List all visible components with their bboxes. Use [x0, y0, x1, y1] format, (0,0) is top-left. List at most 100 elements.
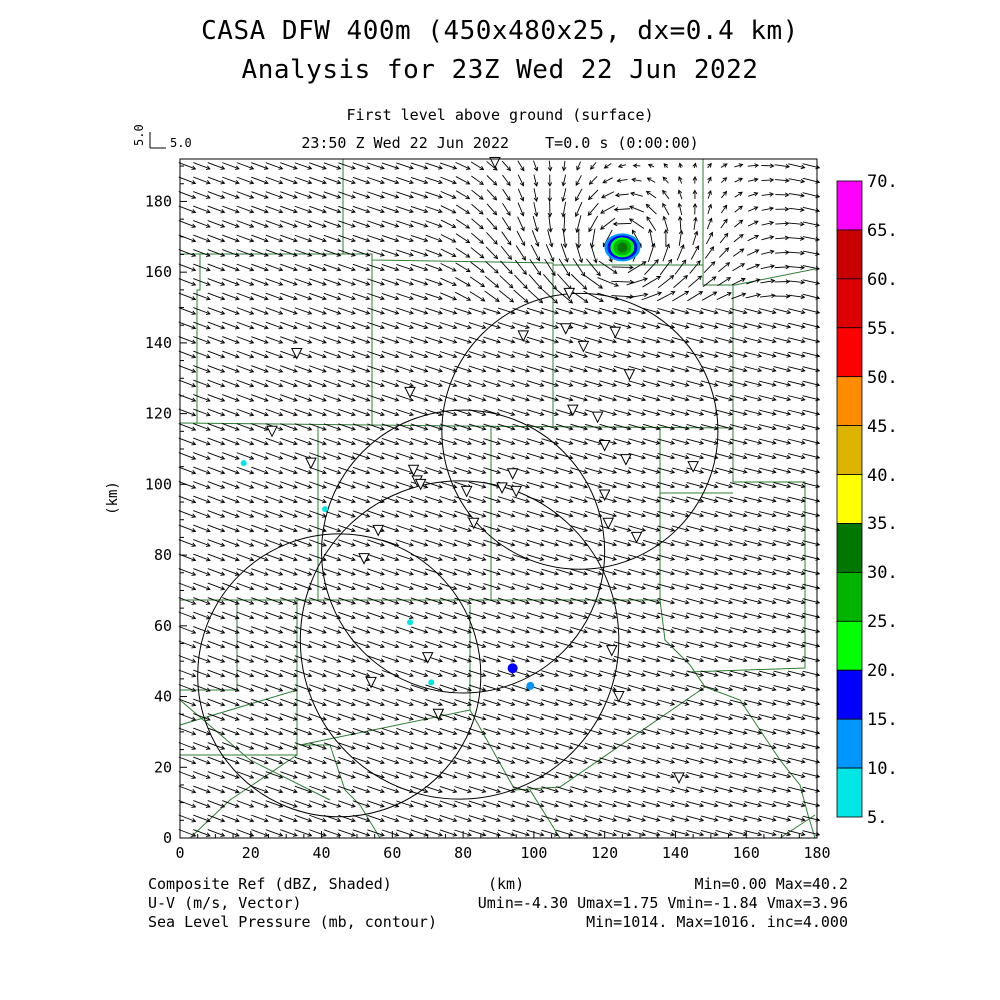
wind-vector [512, 539, 530, 546]
wind-vector [759, 337, 776, 343]
wind-vector [294, 698, 312, 706]
wind-vector-head [771, 425, 777, 431]
wind-vector [512, 815, 530, 822]
wind-vector-head [699, 773, 705, 779]
wind-vector [323, 655, 341, 663]
wind-vector [251, 249, 269, 257]
wind-vector [309, 394, 327, 402]
wind-vector-head [641, 261, 647, 266]
wind-vector-head [568, 716, 574, 721]
wind-vector-head [220, 600, 226, 605]
wind-vector-head [380, 368, 385, 373]
wind-vector-head [263, 426, 269, 431]
wind-vector [280, 249, 298, 257]
wind-vector [485, 261, 499, 274]
wind-vector-head [684, 324, 690, 329]
wind-vector-head [191, 426, 197, 431]
wind-vector [700, 801, 718, 807]
wind-vector [563, 215, 566, 233]
wind-vector-head [728, 628, 734, 634]
wind-vector [178, 495, 196, 503]
wind-vector-head [800, 715, 806, 721]
wind-vector [730, 525, 747, 531]
wind-vector [541, 786, 559, 793]
wind-vector [671, 583, 689, 589]
wind-vector [396, 684, 414, 691]
wind-vector-head [205, 571, 211, 576]
wind-vector [294, 684, 312, 692]
wind-vector-head [800, 279, 806, 285]
wind-vector-head [616, 178, 622, 183]
wind-vector [501, 217, 511, 231]
wind-vector-head [554, 745, 560, 750]
wind-vector-head [205, 832, 211, 837]
wind-vector [469, 291, 485, 302]
wind-vector [613, 510, 631, 517]
wind-vector-head [699, 469, 705, 474]
wind-vector-head [583, 411, 589, 416]
wind-vector [773, 612, 791, 618]
wind-vector [584, 510, 602, 517]
wind-vector-head [757, 309, 763, 315]
wind-vector [309, 162, 327, 170]
wind-vector [584, 757, 602, 764]
wind-vector [788, 525, 805, 531]
wind-vector [613, 307, 631, 314]
wind-vector [367, 640, 385, 648]
wind-vector [657, 583, 675, 589]
wind-vector-head [506, 226, 511, 231]
wind-vector [541, 699, 559, 706]
wind-vector-head [278, 701, 284, 707]
wind-vector [381, 597, 399, 604]
wind-vector-head [438, 426, 443, 431]
wind-vector-head [249, 658, 255, 663]
wind-vector [280, 481, 298, 489]
wind-vector-head [583, 614, 589, 619]
wind-vector [773, 351, 791, 357]
wind-vector-head [205, 441, 211, 446]
wind-vector [338, 176, 356, 184]
wind-vector [526, 307, 544, 314]
wind-vector [352, 626, 370, 634]
wind-vector-head [467, 353, 472, 359]
wind-vector [613, 467, 631, 474]
wind-vector-head [612, 585, 618, 590]
wind-vector [425, 293, 443, 300]
wind-vector-head [742, 469, 748, 474]
wind-vector [515, 245, 526, 261]
wind-vector [294, 278, 312, 286]
wind-vector [207, 698, 225, 706]
wind-vector-head [336, 716, 342, 721]
wind-vector-head [641, 585, 647, 590]
wind-vector-head [525, 571, 531, 576]
wind-vector-head [321, 571, 327, 576]
wind-vector-head [597, 426, 603, 431]
wind-vector-head [655, 425, 661, 431]
wind-vector [410, 496, 428, 503]
wind-vector [657, 380, 675, 386]
wind-vector [222, 350, 240, 358]
wind-vector [236, 220, 254, 228]
wind-vector [584, 467, 602, 474]
wind-vector-head [263, 629, 269, 634]
wind-vector-head [554, 774, 560, 779]
wind-vector-head [423, 629, 429, 634]
wind-vector [207, 205, 225, 213]
wind-vector [530, 244, 540, 261]
wind-vector [526, 626, 544, 633]
wind-vector [715, 540, 733, 546]
wind-vector-head [713, 309, 719, 315]
wind-vector-head [597, 629, 603, 634]
wind-vector [575, 188, 583, 201]
wind-vector-head [292, 411, 298, 417]
wind-vector [352, 466, 370, 474]
wind-vector-head [520, 211, 525, 217]
wind-vector-head [321, 701, 327, 707]
wind-vector [367, 698, 385, 706]
wind-vector-head [394, 774, 400, 779]
wind-vector [468, 612, 486, 619]
wind-vector-head [742, 599, 748, 605]
wind-vector [706, 218, 712, 230]
wind-vector [468, 423, 486, 430]
colorbar-label: 60. [867, 269, 898, 290]
